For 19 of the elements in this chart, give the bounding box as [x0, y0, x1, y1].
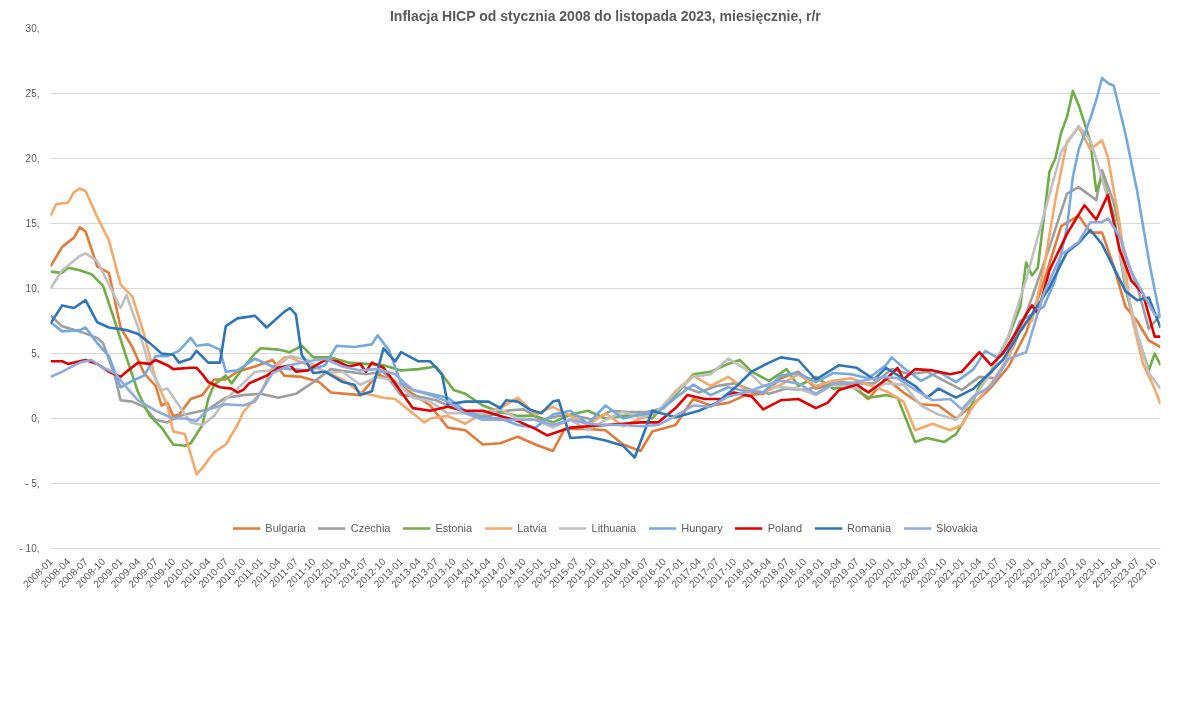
y-tick-label: - 10,: [19, 543, 40, 554]
legend-label: Slovakia: [936, 522, 978, 534]
legend-label: Hungary: [681, 522, 723, 534]
legend-label: Estonia: [435, 522, 473, 534]
y-tick-label: - 5,: [25, 478, 40, 489]
y-tick-label: 20,: [25, 153, 40, 164]
legend-label: Romania: [847, 522, 892, 534]
y-tick-label: 15,: [25, 218, 40, 229]
y-tick-label: 5,: [31, 348, 40, 359]
y-tick-label: 25,: [25, 88, 40, 99]
legend-label: Czechia: [350, 522, 391, 534]
legend-label: Lithuania: [591, 522, 637, 534]
chart-title: Inflacja HICP od stycznia 2008 do listopada 2023, miesięcznie, r/r: [389, 7, 822, 24]
y-tick-label: 30,: [25, 23, 40, 34]
y-tick-label: 10,: [25, 283, 40, 294]
y-tick-label: 0,: [31, 413, 40, 424]
legend-label: Latvia: [517, 522, 547, 534]
legend-label: Poland: [767, 522, 803, 534]
legend-label: Bulgaria: [265, 522, 306, 534]
